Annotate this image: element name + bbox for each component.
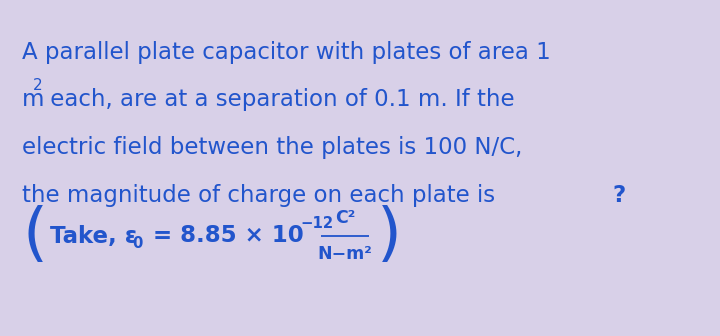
- Text: 2: 2: [33, 78, 42, 93]
- Text: electric field between the plates is 100 N/C,: electric field between the plates is 100…: [22, 136, 523, 159]
- Text: m: m: [22, 88, 45, 111]
- Text: the magnitude of charge on each plate is: the magnitude of charge on each plate is: [22, 184, 503, 207]
- Text: ?: ?: [612, 184, 625, 207]
- Text: A parallel plate capacitor with plates of area 1: A parallel plate capacitor with plates o…: [22, 41, 551, 64]
- Text: Take, ε: Take, ε: [50, 224, 138, 248]
- Text: N−m²: N−m²: [318, 245, 372, 263]
- Text: C²: C²: [335, 209, 355, 227]
- Text: −12: −12: [300, 215, 333, 230]
- Text: = 8.85 × 10: = 8.85 × 10: [145, 224, 304, 248]
- Text: (: (: [22, 205, 47, 267]
- Text: 0: 0: [132, 237, 143, 252]
- Text: each, are at a separation of 0.1 m. If the: each, are at a separation of 0.1 m. If t…: [43, 88, 515, 111]
- Text: ): ): [377, 205, 402, 267]
